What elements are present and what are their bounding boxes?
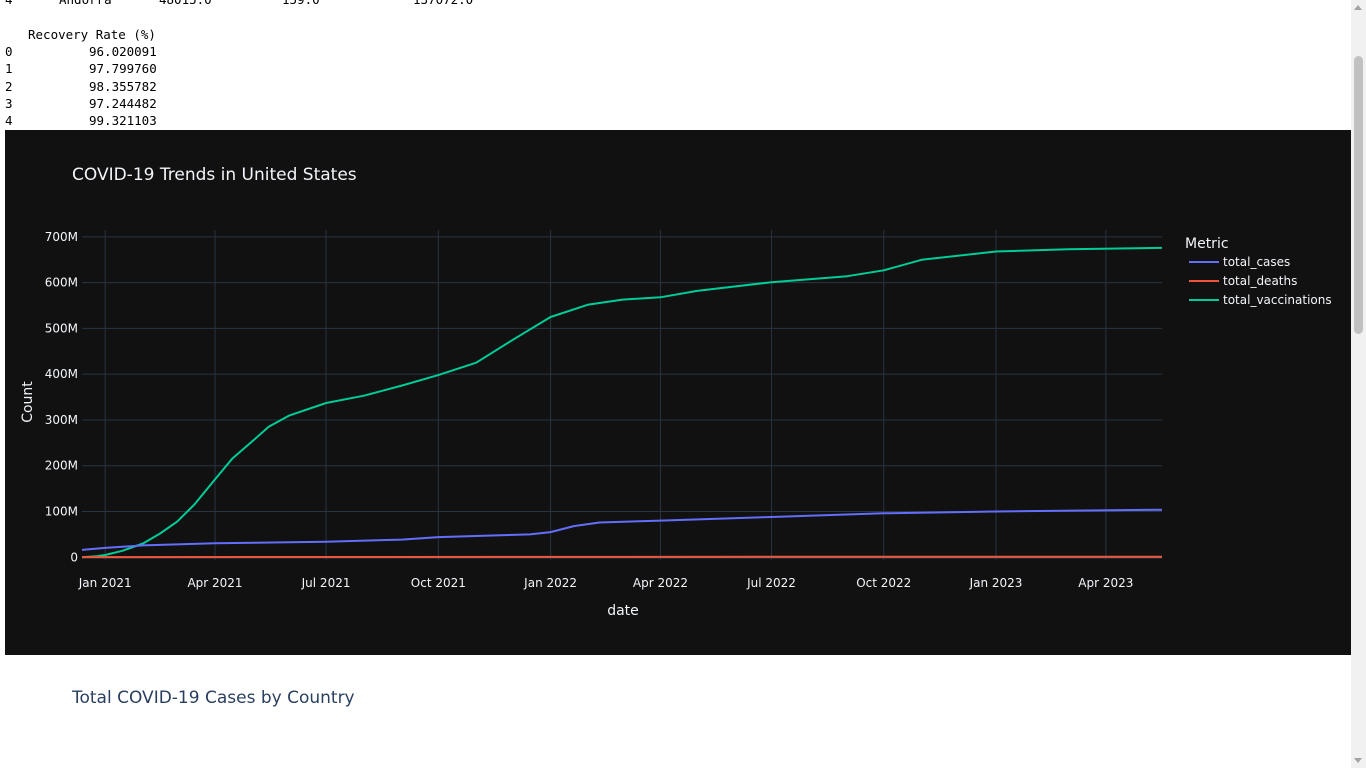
console-row: 1 97.799760 [5,60,157,77]
row-value: 96.020091 [89,44,157,59]
scroll-up-arrow-icon[interactable] [1354,5,1362,10]
y-tick-label: 200M [45,459,78,473]
y-tick-label: 300M [45,413,78,427]
row-index: 2 [5,79,13,94]
console-row: 0 96.020091 [5,43,157,60]
y-axis-label: Count [20,381,36,423]
legend-label: total_vaccinations [1223,293,1332,307]
y-tick-label: 100M [45,504,78,518]
legend-label: total_deaths [1223,274,1297,288]
x-tick-label: Apr 2022 [633,576,688,590]
series-lines[interactable] [81,246,1163,559]
console-row: 4 99.321103 [5,112,157,129]
legend-item-total-cases[interactable]: total_cases [1189,255,1290,269]
y-tick-label: 400M [45,367,78,381]
x-tick-label: Apr 2023 [1078,576,1133,590]
y-tick-label: 500M [45,321,78,335]
console-column-header: Recovery Rate (%) [28,27,156,42]
scroll-thumb[interactable] [1354,56,1363,334]
x-tick-label: Jan 2022 [523,576,577,590]
page-scrollbar[interactable] [1351,0,1366,768]
x-axis-ticks: Jan 2021 Apr 2021 Jul 2021 Oct 2021 Jan 2022… [78,576,1134,590]
y-tick-label: 600M [45,276,78,290]
series-line-total-vaccinations[interactable] [81,246,1163,559]
x-tick-label: Oct 2022 [856,576,911,590]
x-axis-label: date [607,603,639,619]
legend[interactable]: Metric total_cases total_deaths total_vacc… [1185,236,1332,307]
scroll-down-arrow-icon[interactable] [1354,758,1362,763]
grid [82,230,1162,560]
x-tick-label: Jan 2021 [78,576,132,590]
chart-title: COVID-19 Trends in United States [72,165,357,185]
x-tick-label: Jul 2022 [746,576,796,590]
legend-items[interactable]: total_cases total_deaths total_vaccination… [1189,255,1332,307]
console-output: 4 Andorra 48015.0 159.0 137072.0 Recovery Ra… [5,0,1345,130]
x-tick-label: Jul 2021 [301,576,351,590]
value-cell: 137072.0 [413,0,473,8]
country-cell: Andorra [59,0,112,8]
value-cell: 159.0 [282,0,320,8]
row-index: 1 [5,61,13,76]
console-row: 2 98.355782 [5,78,157,95]
y-tick-label: 700M [45,230,78,244]
row-value: 97.244482 [89,96,157,111]
row-value: 98.355782 [89,79,157,94]
row-index: 0 [5,44,13,59]
trends-chart[interactable]: COVID-19 Trends in United States 0 100M 20… [5,130,1351,655]
value-cell: 48015.0 [159,0,212,8]
row-index: 3 [5,96,13,111]
chart-svg[interactable]: COVID-19 Trends in United States 0 100M 20… [5,130,1351,655]
x-tick-label: Apr 2021 [187,576,242,590]
x-tick-label: Oct 2021 [411,576,466,590]
row-index: 4 [5,113,13,128]
row-value: 99.321103 [89,113,157,128]
legend-item-total-vaccinations[interactable]: total_vaccinations [1189,293,1332,307]
legend-title: Metric [1185,236,1229,252]
console-partial-row: 4 Andorra 48015.0 159.0 137072.0 [5,0,473,8]
row-index: 4 [5,0,13,7]
y-axis-ticks: 0 100M 200M 300M 400M 500M 600M 700M [45,230,78,564]
x-tick-label: Jan 2023 [969,576,1023,590]
console-row: 3 97.244482 [5,95,157,112]
row-value: 97.799760 [89,61,157,76]
next-chart-title: Total COVID-19 Cases by Country [72,688,355,708]
series-line-total-cases[interactable] [81,508,1163,551]
legend-item-total-deaths[interactable]: total_deaths [1189,274,1297,288]
y-tick-label: 0 [70,550,78,564]
legend-label: total_cases [1223,255,1290,269]
